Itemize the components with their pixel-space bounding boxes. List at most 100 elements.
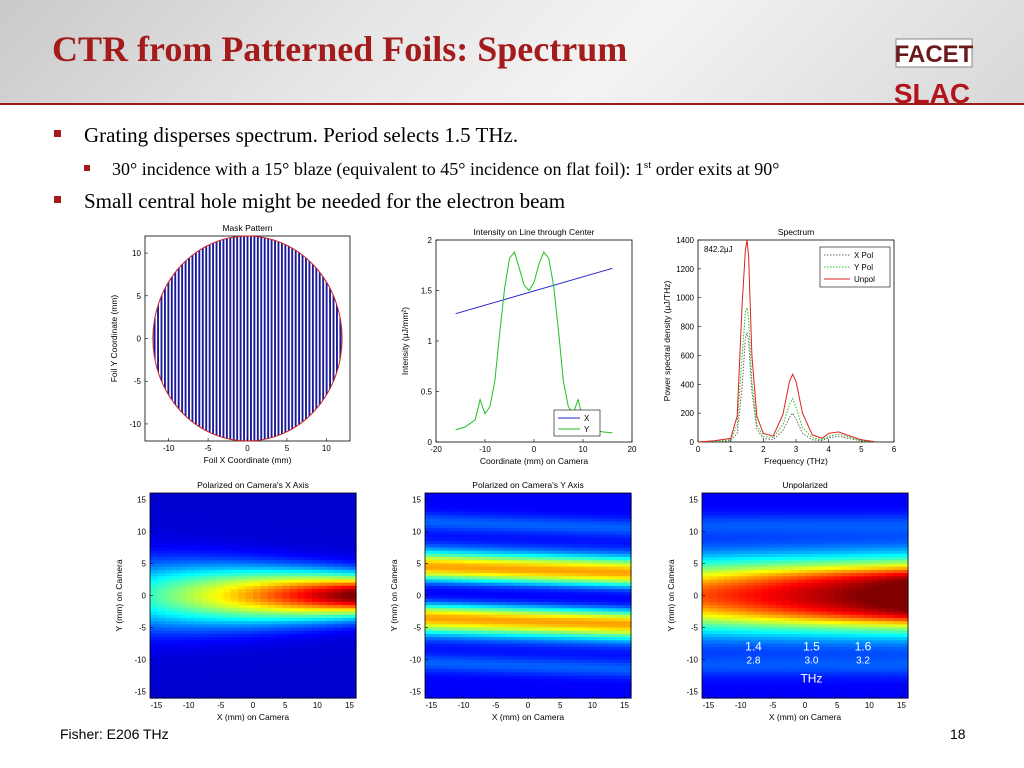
heatmap-cell	[275, 534, 284, 539]
heatmap-cell	[834, 579, 843, 584]
heatmap-cell	[469, 662, 478, 667]
heatmap-cell	[432, 621, 441, 625]
heatmap-cell	[267, 688, 276, 693]
heatmap-cell	[275, 579, 284, 584]
heatmap-cell	[782, 617, 791, 622]
y-axis-label: Y (mm) on Camera	[114, 559, 124, 631]
heatmap-cell	[775, 509, 784, 513]
heatmap-cell	[819, 611, 828, 616]
heatmap-cell	[505, 624, 514, 629]
heatmap-cell	[253, 544, 261, 549]
heatmap-cell	[623, 649, 632, 654]
y-tick-label: 1400	[676, 236, 694, 245]
heatmap-cell	[564, 518, 573, 523]
heatmap-cell	[253, 672, 261, 677]
heatmap-cell	[746, 544, 755, 549]
heatmap-cell	[289, 653, 298, 657]
heatmap-cell	[461, 633, 470, 638]
heatmap-cell	[476, 547, 485, 552]
heatmap-cell	[297, 589, 306, 593]
heatmap-cell	[608, 605, 617, 609]
heatmap-cell	[179, 691, 188, 696]
heatmap-cell	[608, 566, 617, 571]
heatmap-cell	[724, 621, 733, 625]
heatmap-cell	[245, 614, 254, 619]
heatmap-cell	[208, 595, 217, 600]
heatmap-cell	[616, 502, 625, 507]
heatmap-cell	[760, 621, 769, 625]
heatmap-cell	[476, 688, 485, 693]
heatmap-cell	[775, 595, 784, 600]
heatmap-cell	[289, 505, 298, 510]
heatmap-cell	[223, 672, 232, 677]
heatmap-cell	[348, 611, 357, 616]
heatmap-cell	[267, 525, 276, 529]
heatmap-cell	[550, 569, 559, 574]
heatmap-cell	[289, 617, 298, 622]
heatmap-cell	[491, 525, 500, 529]
heatmap-cell	[461, 617, 470, 622]
heatmap-cell	[267, 665, 276, 670]
heatmap-cell	[594, 662, 603, 667]
heatmap-cell	[275, 560, 284, 565]
heatmap-cell	[594, 566, 603, 571]
heatmap-cell	[863, 611, 872, 616]
heatmap-cell	[513, 653, 522, 657]
heatmap-cell	[311, 521, 320, 526]
heatmap-cell	[297, 633, 306, 638]
heatmap-cell	[760, 608, 769, 613]
heatmap-cell	[157, 560, 166, 565]
heatmap-cell	[245, 537, 254, 542]
heatmap-cell	[702, 560, 710, 565]
heatmap-cell	[775, 493, 784, 497]
heatmap-cell	[454, 563, 463, 568]
heatmap-cell	[542, 659, 551, 664]
heatmap-cell	[893, 579, 902, 584]
heatmap-cell	[550, 521, 559, 526]
heatmap-cell	[348, 595, 357, 600]
heatmap-cell	[326, 653, 335, 657]
heatmap-cell	[172, 624, 181, 629]
heatmap-cell	[425, 509, 433, 513]
heatmap-cell	[601, 521, 610, 526]
heatmap-cell	[483, 566, 492, 571]
heatmap-cell	[319, 685, 328, 689]
heatmap-cell	[871, 601, 880, 606]
heatmap-cell	[461, 595, 470, 600]
heatmap-cell	[498, 576, 507, 581]
heatmap-cell	[805, 537, 813, 542]
heatmap-cell	[319, 563, 328, 568]
heatmap-cell	[871, 608, 880, 613]
heatmap-cell	[805, 553, 813, 558]
heatmap-cell	[572, 560, 581, 565]
heatmap-cell	[186, 557, 195, 561]
heatmap-cell	[164, 563, 173, 568]
heatmap-cell	[608, 563, 617, 568]
heatmap-cell	[447, 518, 456, 523]
heatmap-cell	[172, 640, 181, 645]
heatmap-cell	[893, 509, 902, 513]
heatmap-cell	[782, 515, 791, 520]
heatmap-cell	[542, 681, 551, 686]
heatmap-cell	[520, 688, 529, 693]
heatmap-cell	[900, 496, 909, 500]
heatmap-cell	[856, 541, 865, 545]
heatmap-cell	[333, 589, 342, 593]
heatmap-cell	[849, 550, 858, 555]
heatmap-cell	[608, 557, 617, 561]
heatmap-cell	[201, 621, 210, 625]
heatmap-cell	[304, 659, 313, 664]
heatmap-cell	[425, 493, 433, 497]
heatmap-cell	[768, 595, 777, 600]
heatmap-cell	[623, 678, 632, 683]
heatmap-cell	[564, 678, 573, 683]
heatmap-cell	[542, 531, 551, 536]
heatmap-cell	[616, 505, 625, 510]
heatmap-cell	[768, 544, 777, 549]
heatmap-cell	[790, 569, 799, 574]
heatmap-cell	[230, 662, 239, 667]
heatmap-cell	[245, 598, 254, 603]
heatmap-cell	[201, 553, 210, 558]
heatmap-cell	[491, 582, 500, 587]
heatmap-cell	[900, 595, 909, 600]
